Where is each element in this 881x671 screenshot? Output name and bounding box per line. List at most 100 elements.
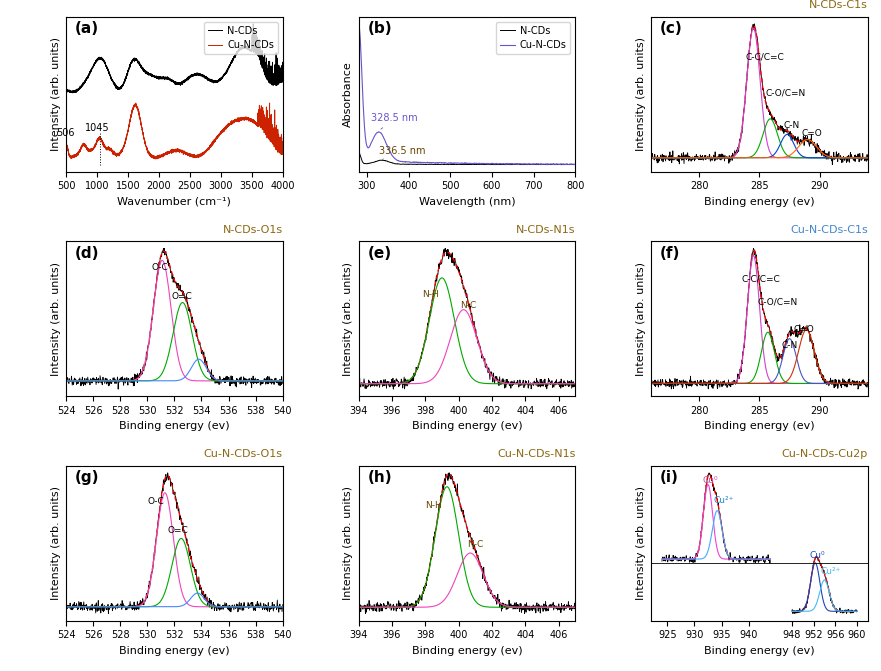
- X-axis label: Binding energy (ev): Binding energy (ev): [704, 421, 815, 431]
- Text: (e): (e): [367, 246, 391, 261]
- N-CDs: [198, 72, 209, 81]
- N-CDs: [545, 160, 556, 168]
- Y-axis label: Intensity (arb. units): Intensity (arb. units): [635, 37, 646, 151]
- Text: (d): (d): [75, 246, 100, 261]
- Y-axis label: Intensity (arb. units): Intensity (arb. units): [343, 262, 353, 376]
- Text: (h): (h): [367, 470, 392, 486]
- Text: (b): (b): [367, 21, 392, 36]
- Text: C-N: C-N: [783, 121, 800, 130]
- Text: C-O/C=N: C-O/C=N: [766, 89, 806, 97]
- Cu-N-CDs: [278, 145, 288, 153]
- Text: Cu⁰: Cu⁰: [702, 476, 718, 485]
- Text: N-C: N-C: [460, 301, 477, 309]
- Text: N-CDs-N1s: N-CDs-N1s: [515, 225, 575, 235]
- Text: C-C/C=C: C-C/C=C: [745, 52, 784, 61]
- Cu-N-CDs: [189, 153, 200, 161]
- N-CDs: [248, 19, 258, 28]
- N-CDs: [278, 66, 288, 74]
- Text: Cu-N-CDs-Cu2p: Cu-N-CDs-Cu2p: [781, 450, 868, 460]
- Text: 506: 506: [56, 127, 75, 138]
- Cu-N-CDs: [261, 115, 271, 123]
- Text: 336.5 nm: 336.5 nm: [380, 146, 426, 160]
- Text: C=O: C=O: [793, 325, 814, 334]
- Cu-N-CDs: [61, 140, 71, 148]
- N-CDs: [439, 160, 449, 168]
- X-axis label: Binding energy (ev): Binding energy (ev): [411, 646, 522, 656]
- Text: 328.5 nm: 328.5 nm: [371, 113, 418, 129]
- N-CDs: [163, 74, 174, 83]
- Text: Cu-N-CDs-O1s: Cu-N-CDs-O1s: [204, 450, 283, 460]
- X-axis label: Binding energy (ev): Binding energy (ev): [119, 646, 230, 656]
- Text: C=O: C=O: [802, 129, 822, 138]
- Line: N-CDs: N-CDs: [66, 23, 283, 93]
- N-CDs: [523, 160, 534, 168]
- Y-axis label: Intensity (arb. units): Intensity (arb. units): [50, 37, 61, 151]
- N-CDs: [526, 160, 537, 168]
- Cu-N-CDs: [545, 160, 556, 168]
- Text: N-H: N-H: [426, 501, 442, 511]
- N-CDs: [61, 86, 71, 94]
- Text: 1045: 1045: [85, 123, 110, 133]
- Text: C-N: C-N: [781, 341, 797, 350]
- Cu-N-CDs: [359, 122, 370, 130]
- X-axis label: Binding energy (ev): Binding energy (ev): [704, 646, 815, 656]
- Text: (c): (c): [660, 21, 683, 36]
- Cu-N-CDs: [412, 159, 423, 167]
- Text: N-C: N-C: [467, 540, 483, 549]
- X-axis label: Binding energy (ev): Binding energy (ev): [119, 421, 230, 431]
- Text: O-C: O-C: [147, 497, 164, 506]
- X-axis label: Wavenumber (cm⁻¹): Wavenumber (cm⁻¹): [117, 197, 232, 207]
- Cu-N-CDs: [553, 160, 564, 168]
- Y-axis label: Intensity (arb. units): Intensity (arb. units): [50, 262, 61, 376]
- Text: Cu-N-CDs-N1s: Cu-N-CDs-N1s: [497, 450, 575, 460]
- N-CDs: [359, 160, 370, 168]
- Text: Cu⁰: Cu⁰: [810, 551, 825, 560]
- Text: N-CDs-C1s: N-CDs-C1s: [809, 1, 868, 11]
- Y-axis label: Intensity (arb. units): Intensity (arb. units): [635, 486, 646, 601]
- Cu-N-CDs: [163, 148, 174, 156]
- Y-axis label: Intensity (arb. units): Intensity (arb. units): [635, 262, 646, 376]
- Text: N-CDs-O1s: N-CDs-O1s: [223, 225, 283, 235]
- N-CDs: [261, 68, 271, 76]
- Text: O=C: O=C: [167, 525, 189, 535]
- X-axis label: Binding energy (ev): Binding energy (ev): [704, 197, 815, 207]
- Text: Cu²⁺: Cu²⁺: [714, 496, 734, 505]
- Legend: N-CDs, Cu-N-CDs: N-CDs, Cu-N-CDs: [496, 21, 570, 54]
- Cu-N-CDs: [139, 136, 150, 144]
- N-CDs: [189, 70, 200, 78]
- Text: (f): (f): [660, 246, 680, 261]
- Text: O-C: O-C: [152, 263, 168, 272]
- Text: (a): (a): [75, 21, 99, 36]
- Text: C-C/C=C: C-C/C=C: [742, 274, 781, 283]
- Y-axis label: Absorbance: Absorbance: [343, 61, 353, 127]
- N-CDs: [139, 67, 150, 75]
- Line: Cu-N-CDs: Cu-N-CDs: [359, 23, 575, 164]
- N-CDs: [68, 89, 78, 97]
- X-axis label: Wavelength (nm): Wavelength (nm): [418, 197, 515, 207]
- Text: C-O/C=N: C-O/C=N: [757, 297, 797, 306]
- Cu-N-CDs: [130, 99, 141, 107]
- X-axis label: Binding energy (ev): Binding energy (ev): [411, 421, 522, 431]
- Cu-N-CDs: [353, 19, 364, 28]
- N-CDs: [353, 148, 364, 156]
- Cu-N-CDs: [570, 160, 581, 168]
- Line: N-CDs: N-CDs: [359, 152, 575, 164]
- Y-axis label: Intensity (arb. units): Intensity (arb. units): [50, 486, 61, 601]
- Text: N-H: N-H: [422, 290, 439, 299]
- Text: Cu²⁺: Cu²⁺: [820, 567, 840, 576]
- Cu-N-CDs: [106, 146, 116, 154]
- Text: Cu-N-CDs-C1s: Cu-N-CDs-C1s: [790, 225, 868, 235]
- Y-axis label: Intensity (arb. units): Intensity (arb. units): [343, 486, 353, 601]
- Text: O=C: O=C: [172, 292, 192, 301]
- Cu-N-CDs: [379, 136, 389, 144]
- N-CDs: [570, 160, 581, 168]
- N-CDs: [106, 74, 116, 82]
- Text: (i): (i): [660, 470, 678, 486]
- Cu-N-CDs: [151, 155, 161, 163]
- Legend: N-CDs, Cu-N-CDs: N-CDs, Cu-N-CDs: [204, 21, 278, 54]
- N-CDs: [379, 156, 389, 164]
- Line: Cu-N-CDs: Cu-N-CDs: [66, 103, 283, 159]
- N-CDs: [412, 160, 423, 168]
- Text: (g): (g): [75, 470, 100, 486]
- Cu-N-CDs: [526, 160, 537, 168]
